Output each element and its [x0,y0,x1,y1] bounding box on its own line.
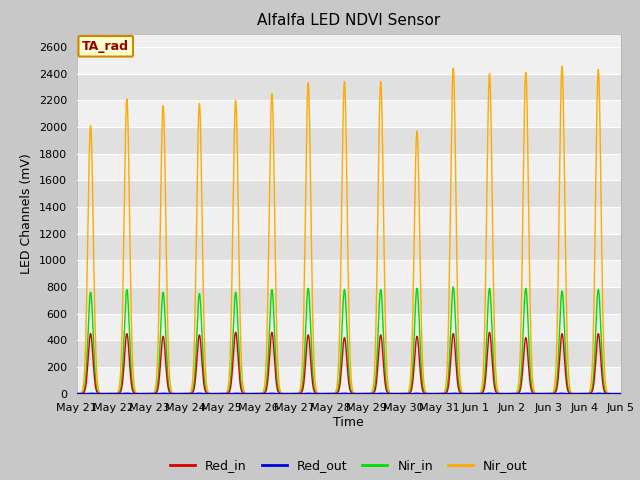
Bar [77,313,621,340]
X-axis label: Time: Time [333,416,364,429]
Bar [77,287,621,313]
Title: Alfalfa LED NDVI Sensor: Alfalfa LED NDVI Sensor [257,13,440,28]
Bar [77,260,621,287]
Bar [77,127,621,154]
Bar [77,207,621,234]
Bar [77,47,621,73]
Bar [77,73,621,100]
Y-axis label: LED Channels (mV): LED Channels (mV) [20,153,33,274]
Legend: Red_in, Red_out, Nir_in, Nir_out: Red_in, Red_out, Nir_in, Nir_out [165,455,532,477]
Bar [77,180,621,207]
Bar [77,234,621,260]
Bar [77,367,621,394]
Bar [77,154,621,180]
Text: TA_rad: TA_rad [82,40,129,53]
Bar [77,340,621,367]
Bar [77,100,621,127]
